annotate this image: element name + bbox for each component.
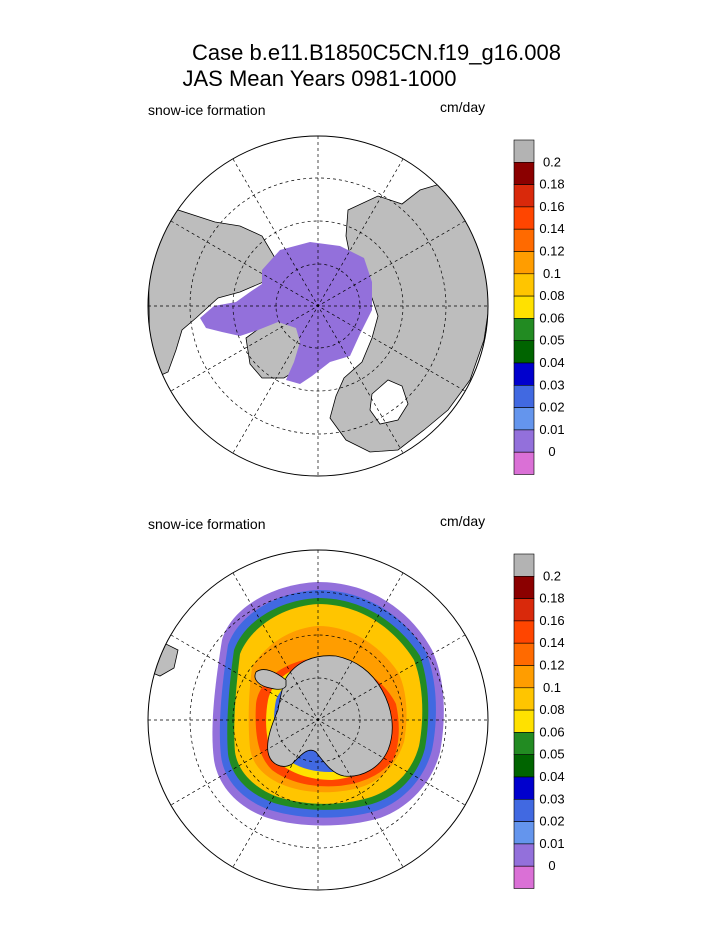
north-america-land bbox=[148, 209, 276, 381]
colorbar-swatch bbox=[513, 362, 535, 386]
colorbar-swatch bbox=[513, 843, 535, 867]
colorbar-label: 0.2 bbox=[543, 154, 561, 169]
colorbar-swatch bbox=[513, 754, 535, 778]
colorbar-swatch bbox=[513, 798, 535, 822]
colorbar-swatch bbox=[513, 620, 535, 644]
panel1-units: cm/day bbox=[440, 99, 486, 115]
south-graticule bbox=[148, 550, 488, 890]
colorbar-swatch bbox=[513, 139, 535, 163]
colorbar-swatch bbox=[513, 575, 535, 599]
colorbar-swatch bbox=[513, 429, 535, 453]
colorbar-swatch bbox=[513, 451, 535, 475]
antarctica-land bbox=[267, 655, 393, 777]
colorbar-label: 0.04 bbox=[539, 769, 564, 784]
colorbar-swatch bbox=[513, 340, 535, 364]
colorbar-swatch bbox=[513, 184, 535, 208]
colorbar-label: 0.12 bbox=[539, 244, 564, 259]
south-polar-map bbox=[147, 549, 489, 891]
colorbar-north: 0.2 0.18 0.16 0.14 0.12 0.1 0.08 0.06 0.05 0.04 0.… bbox=[513, 139, 565, 475]
scandinavia-land bbox=[369, 379, 409, 425]
colorbar-south: 0.2 0.18 0.16 0.14 0.12 0.1 0.08 0.06 0.05 0.04 0.… bbox=[513, 553, 565, 889]
colorbar-swatch bbox=[513, 228, 535, 252]
colorbar-swatch bbox=[513, 206, 535, 230]
colorbar-swatch bbox=[513, 384, 535, 408]
arctic-ice-field bbox=[200, 242, 372, 384]
antarctic-peninsula-land bbox=[254, 669, 287, 690]
colorbar-swatch bbox=[513, 295, 535, 319]
colorbar-label: 0 bbox=[548, 444, 555, 459]
colorbar-label: 0.18 bbox=[539, 591, 564, 606]
colorbar-label: 0.01 bbox=[539, 422, 564, 437]
north-map-border bbox=[147, 135, 489, 477]
colorbar-label: 0.08 bbox=[539, 288, 564, 303]
colorbar-swatch bbox=[513, 162, 535, 185]
colorbar-label: 0.08 bbox=[539, 702, 564, 717]
colorbar-swatch bbox=[513, 251, 535, 275]
south-map-border bbox=[147, 549, 489, 891]
north-polar-map bbox=[147, 135, 489, 477]
colorbar-label: 0.01 bbox=[539, 836, 564, 851]
colorbar-label: 0.03 bbox=[539, 791, 564, 806]
colorbar-label: 0.02 bbox=[539, 400, 564, 415]
colorbar-swatch bbox=[513, 273, 535, 297]
colorbar-label: 0.16 bbox=[539, 613, 564, 628]
colorbar-label: 0.03 bbox=[539, 377, 564, 392]
colorbar-label: 0.14 bbox=[539, 221, 564, 236]
colorbar-swatch bbox=[513, 709, 535, 733]
colorbar-label: 0.1 bbox=[543, 266, 561, 281]
colorbar-label: 0.06 bbox=[539, 724, 564, 739]
colorbar-label: 0.1 bbox=[543, 680, 561, 695]
colorbar-swatch bbox=[513, 407, 535, 431]
colorbar-label: 0.18 bbox=[539, 177, 564, 192]
colorbar-swatch bbox=[513, 553, 535, 577]
colorbar-label: 0.04 bbox=[539, 355, 564, 370]
colorbar-swatch bbox=[513, 642, 535, 666]
colorbar-swatch bbox=[513, 687, 535, 711]
colorbar-swatch bbox=[513, 776, 535, 800]
figure-title-case: Case b.e11.B1850C5CN.f19_g16.008 bbox=[192, 40, 561, 65]
colorbar-label: 0 bbox=[548, 858, 555, 873]
colorbar-swatch bbox=[513, 598, 535, 622]
colorbar-swatch bbox=[513, 318, 535, 341]
panel2-units: cm/day bbox=[440, 513, 486, 529]
colorbar-label: 0.16 bbox=[539, 199, 564, 214]
colorbar-label: 0.12 bbox=[539, 658, 564, 673]
colorbar-label: 0.02 bbox=[539, 814, 564, 829]
colorbar-label: 0.05 bbox=[539, 747, 564, 762]
colorbar-swatch bbox=[513, 865, 535, 889]
colorbar-label: 0.06 bbox=[539, 310, 564, 325]
figure-title-period: JAS Mean Years 0981-1000 bbox=[182, 66, 457, 91]
colorbar-swatch bbox=[513, 821, 535, 845]
panel2-label: snow-ice formation bbox=[148, 516, 266, 532]
colorbar-swatch bbox=[513, 732, 535, 756]
north-graticule bbox=[148, 136, 488, 476]
panel1-label: snow-ice formation bbox=[148, 102, 266, 118]
colorbar-swatch bbox=[513, 665, 535, 689]
colorbar-label: 0.14 bbox=[539, 635, 564, 650]
colorbar-label: 0.2 bbox=[543, 568, 561, 583]
colorbar-label: 0.05 bbox=[539, 333, 564, 348]
